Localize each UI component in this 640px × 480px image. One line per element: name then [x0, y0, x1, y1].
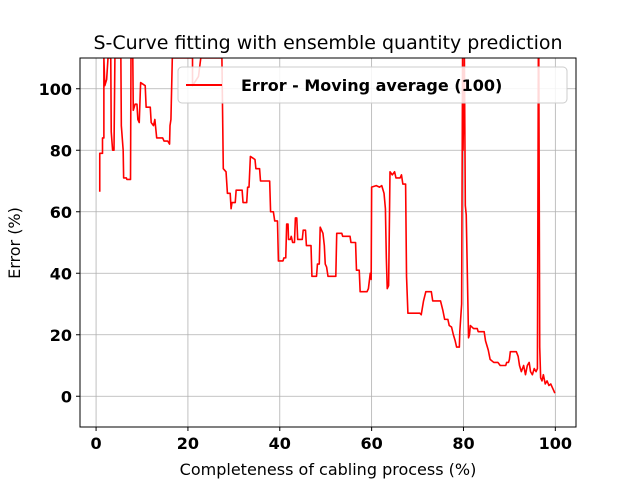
y-tick-label: 60 [50, 203, 72, 222]
x-tick-label: 100 [539, 434, 572, 453]
y-axis-label: Error (%) [5, 207, 24, 279]
x-tick-label: 40 [269, 434, 291, 453]
grid [80, 58, 576, 427]
series-line-0 [98, 58, 556, 394]
y-tick-label: 40 [50, 264, 72, 283]
y-tick-label: 80 [50, 141, 72, 160]
x-axis-label: Completeness of cabling process (%) [180, 460, 477, 479]
x-tick-label: 80 [452, 434, 474, 453]
chart-title: S-Curve fitting with ensemble quantity p… [93, 32, 562, 54]
legend-box [177, 66, 568, 104]
y-tick-label: 100 [39, 80, 72, 99]
x-tick-label: 60 [360, 434, 382, 453]
plot-frame [79, 57, 577, 428]
y-tick-label: 20 [50, 326, 72, 345]
axis-ticks: 0 20 40 60 80 100 0 20 40 60 80 100 [39, 80, 572, 453]
x-tick-label: 20 [177, 434, 199, 453]
y-tick-label: 0 [61, 387, 72, 406]
x-tick-label: 0 [91, 434, 102, 453]
series-layer [98, 58, 556, 394]
legend: Error - Moving average (100) [177, 66, 568, 104]
legend-label: Error - Moving average (100) [241, 76, 502, 95]
